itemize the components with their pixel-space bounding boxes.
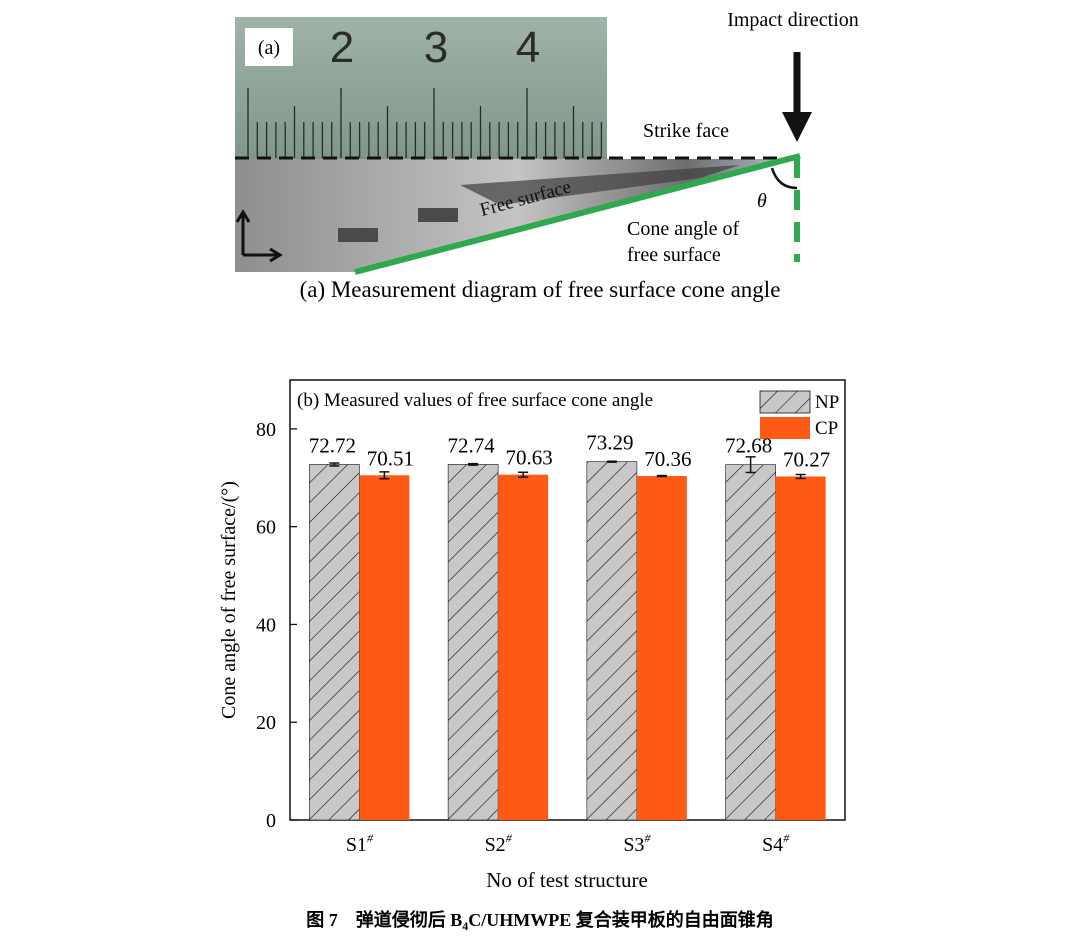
legend-swatch-np — [759, 390, 811, 414]
figure-caption-prefix: 图 7 弹道侵彻后 B — [306, 909, 462, 930]
x-tick-label: S2# — [485, 831, 513, 856]
x-axis: S1# S2# S3# S4# — [346, 831, 790, 856]
specimen-fragment — [418, 208, 458, 222]
figure-caption-suffix: C/UHMWPE 复合装甲板的自由面锥角 — [468, 909, 774, 930]
legend: NP CP — [759, 390, 839, 439]
y-tick-label: 60 — [256, 517, 276, 539]
panel-b-chart: (b) Measured values of free surface cone… — [218, 379, 846, 892]
y-tick-label: 40 — [256, 614, 276, 636]
angle-arc — [770, 167, 798, 190]
error-bar-np-s1 — [329, 462, 340, 467]
figure-caption: 图 7 弹道侵彻后 B4C/UHMWPE 复合装甲板的自由面锥角 — [306, 909, 774, 933]
error-bar-cp-s3 — [656, 474, 667, 478]
plot-frame — [289, 379, 846, 821]
specimen-dark-streak — [460, 165, 740, 205]
y-tick-label: 80 — [256, 419, 276, 441]
data-label-np-s3: 73.29 — [586, 431, 633, 455]
y-axis-label: Cone angle of free surface/(°) — [218, 481, 240, 719]
error-bar-np-s2 — [468, 462, 479, 466]
specimen-fragment — [338, 228, 378, 242]
panel-a-caption: (a) Measurement diagram of free surface … — [300, 277, 781, 302]
bar-np-s1 — [309, 464, 360, 821]
ruler-number-3: 3 — [424, 23, 448, 72]
x-axis-label: No of test structure — [486, 868, 648, 892]
bar-cp-s2 — [498, 474, 549, 820]
ruler-number-4: 4 — [516, 23, 540, 72]
legend-swatch-cp — [760, 417, 810, 439]
data-label-np-s4: 72.68 — [725, 434, 772, 458]
x-tick-label: S1# — [346, 831, 374, 856]
panel-a-label-box — [245, 28, 293, 66]
y-tick-label: 20 — [256, 712, 276, 734]
specimen-photo — [235, 159, 800, 272]
figure-caption-subscript: 4 — [462, 919, 468, 933]
x-tick-label: S4# — [762, 831, 790, 856]
panel-a: 2 3 4 (a) Impact direction Strike face F… — [235, 9, 859, 302]
data-label-cp-s2: 70.63 — [506, 446, 553, 470]
error-bar-np-s4 — [745, 456, 756, 474]
cone-angle-label-line1: Cone angle of — [627, 218, 740, 240]
error-bar-cp-s4 — [795, 473, 806, 480]
bar-np-s2 — [447, 464, 499, 821]
data-label-cp-s3: 70.36 — [644, 447, 691, 471]
bar-np-s3 — [586, 461, 638, 821]
bar-cp-s4 — [775, 476, 826, 820]
error-bar-cp-s1 — [379, 471, 390, 480]
data-label-np-s1: 72.72 — [309, 433, 356, 457]
ruler-ticks — [247, 88, 603, 158]
panel-a-label: (a) — [258, 37, 280, 59]
free-surface-line — [354, 153, 801, 275]
data-label-cp-s4: 70.27 — [783, 447, 830, 471]
theta-label: θ — [757, 190, 767, 212]
legend-label-cp: CP — [815, 418, 838, 439]
bar-cp-s1 — [359, 475, 410, 820]
bar-np-s4 — [725, 464, 776, 821]
bar-cp-s3 — [636, 476, 687, 820]
cone-angle-label-line2: free surface — [627, 244, 721, 266]
error-bar-cp-s2 — [518, 471, 529, 478]
strike-face-label: Strike face — [643, 120, 729, 142]
ruler-number-2: 2 — [330, 23, 354, 72]
bars: 72.72 70.51 72.74 70.63 73.29 70.36 72.68 70.27 — [309, 431, 830, 821]
y-axis: 0 20 40 60 80 — [256, 419, 297, 832]
y-tick-label: 0 — [266, 810, 276, 832]
error-bar-np-s3 — [606, 460, 617, 463]
data-label-np-s2: 72.74 — [448, 433, 496, 457]
axes-icon — [235, 209, 283, 263]
legend-label-np: NP — [815, 392, 839, 413]
chart-title: (b) Measured values of free surface cone… — [297, 390, 653, 411]
x-tick-label: S3# — [623, 831, 651, 856]
data-label-cp-s1: 70.51 — [367, 446, 414, 470]
impact-arrow-icon — [782, 52, 812, 142]
impact-direction-label: Impact direction — [727, 9, 859, 31]
